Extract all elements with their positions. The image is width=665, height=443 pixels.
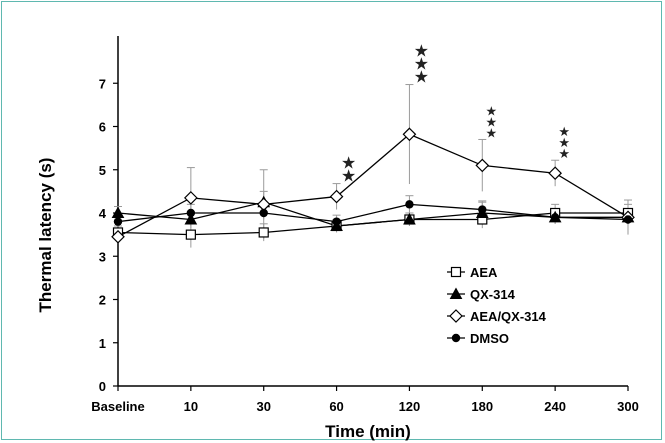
data-point-aea-qx-314	[329, 189, 344, 204]
significance-star: ★	[485, 115, 497, 130]
data-point-aea-qx-314	[256, 197, 271, 212]
y-tick-label: 6	[99, 120, 106, 135]
data-point-aea-qx-314	[184, 191, 198, 205]
data-point-qx-314	[184, 212, 198, 225]
series-lines	[117, 133, 629, 238]
y-tick-label: 1	[99, 336, 106, 351]
legend-marker	[450, 266, 462, 278]
x-tick-label: 30	[256, 399, 270, 414]
x-axis-title: Time (min)	[325, 422, 411, 441]
significance-star: ★	[414, 68, 429, 88]
legend-marker	[451, 333, 461, 343]
data-point-dmso	[478, 205, 487, 214]
significance-star: ★	[341, 167, 356, 187]
x-tick-label: 300	[617, 399, 639, 414]
legend-marker	[449, 309, 463, 323]
y-axis-title: Thermal latency (s)	[36, 158, 55, 313]
legend-marker	[449, 287, 463, 299]
data-point-aea-qx-314	[402, 127, 417, 142]
data-point-aea	[258, 227, 269, 238]
data-point-dmso	[186, 208, 196, 218]
y-tick-label: 0	[99, 379, 106, 394]
y-tick-label: 7	[99, 76, 106, 91]
legend-label: AEA/QX-314	[470, 309, 547, 324]
significance-star: ★	[485, 126, 497, 141]
x-tick-label: 240	[544, 399, 566, 414]
legend-label: QX-314	[470, 287, 516, 302]
legend: AEA QX-314 AEA/QX-314 DMSO	[447, 265, 547, 346]
x-tick-label: Baseline	[91, 399, 144, 414]
data-point-aea-qx-314	[111, 229, 125, 244]
significance-star: ★	[414, 55, 429, 75]
y-tick-label: 5	[99, 163, 106, 178]
significance-star: ★	[558, 136, 570, 151]
significance-star: ★	[558, 147, 570, 162]
data-point-dmso	[550, 213, 560, 222]
x-tick-label: 180	[471, 399, 493, 414]
significance-annotations: ★★★★★★★★★★★	[341, 42, 570, 187]
y-tick-label: 4	[99, 206, 107, 221]
data-point-dmso	[259, 208, 268, 218]
y-tick-label: 3	[99, 249, 106, 264]
significance-star: ★	[341, 154, 356, 174]
y-tick-label: 2	[99, 293, 106, 308]
markers	[111, 127, 635, 244]
x-tick-label: 10	[184, 399, 198, 414]
data-point-dmso	[405, 200, 414, 209]
series-line-dmso	[117, 203, 629, 223]
data-point-dmso	[332, 217, 341, 226]
series-line-aea-qx-314	[117, 133, 629, 238]
legend-label: DMSO	[470, 331, 509, 346]
x-tick-label: 60	[329, 399, 343, 414]
x-ticks: Baseline 10 30 60 120 180 240 300	[91, 386, 639, 414]
data-point-dmso	[113, 217, 123, 226]
significance-star: ★	[485, 104, 497, 119]
significance-star: ★	[414, 42, 429, 62]
legend-label: AEA	[470, 265, 498, 280]
data-point-aea-qx-314	[475, 158, 490, 173]
x-tick-label: 120	[399, 399, 421, 414]
data-point-aea	[185, 229, 196, 240]
data-point-dmso	[623, 215, 633, 224]
data-point-qx-314	[403, 212, 416, 225]
significance-star: ★	[558, 125, 570, 140]
data-point-aea-qx-314	[548, 166, 562, 181]
